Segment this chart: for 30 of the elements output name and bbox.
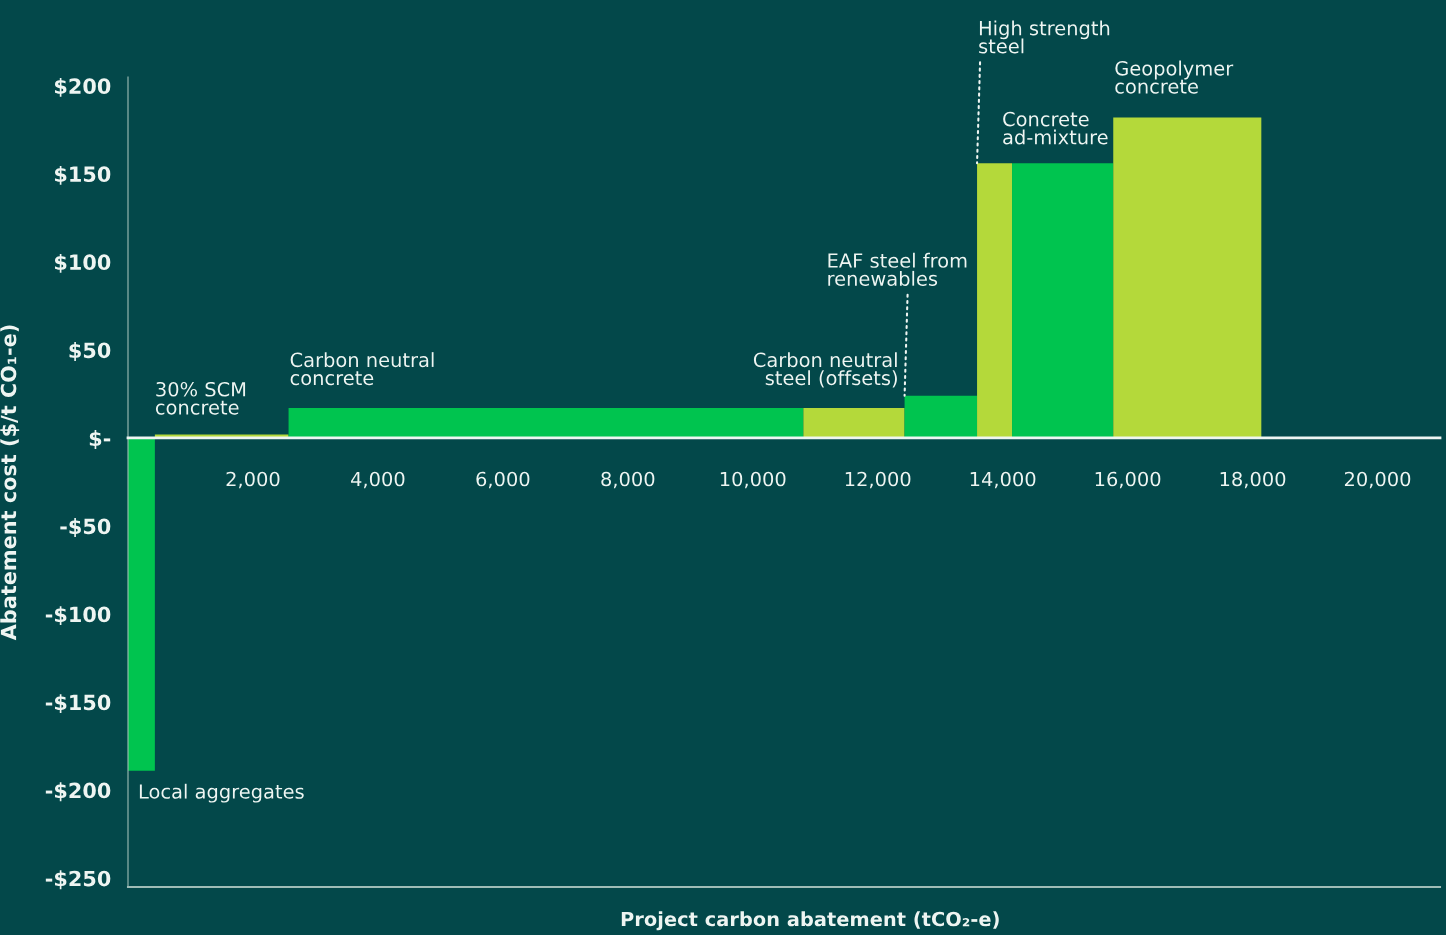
x-tick-label: 16,000 [1095, 471, 1161, 489]
x-tick-label: 12,000 [845, 471, 911, 489]
annotation: Concrete ad-mixture [1003, 111, 1108, 145]
y-tick-label: $150 [54, 165, 111, 185]
x-tick-label: 8,000 [601, 471, 655, 489]
annotation: Geopolymer concrete [1115, 60, 1234, 94]
x-tick-label: 14,000 [970, 471, 1036, 489]
x-tick-label: 4,000 [351, 471, 405, 489]
y-axis-title: Abatement cost ($/t CO₁-e) [0, 325, 20, 641]
y-tick-label: $- [89, 430, 111, 449]
annotation: 30% SCM concrete [155, 381, 246, 415]
y-tick-label: -$100 [45, 606, 111, 626]
x-tick-label: 18,000 [1220, 471, 1286, 489]
y-tick-label: $50 [69, 342, 111, 361]
annotation: EAF steel from renewables [828, 252, 967, 286]
y-tick-label: $200 [54, 77, 111, 97]
annotation: High strength steel [979, 20, 1110, 54]
annotation: Carbon neutral steel (offsets) [753, 352, 897, 388]
x-axis-title: Project carbon abatement (tCO₂-e) [621, 911, 999, 931]
y-tick-label: $100 [54, 253, 111, 273]
y-tick-label: -$50 [60, 518, 111, 537]
annotation: Local aggregates [139, 783, 304, 803]
x-tick-label: 2,000 [226, 471, 280, 489]
y-tick-label: -$150 [45, 694, 111, 714]
x-tick-label: 20,000 [1344, 471, 1411, 489]
annotation: Carbon neutral concrete [290, 352, 434, 386]
y-tick-label: -$250 [45, 870, 111, 890]
x-tick-label: 10,000 [720, 471, 786, 489]
x-tick-label: 6,000 [476, 471, 530, 489]
y-tick-label: -$200 [45, 782, 111, 802]
